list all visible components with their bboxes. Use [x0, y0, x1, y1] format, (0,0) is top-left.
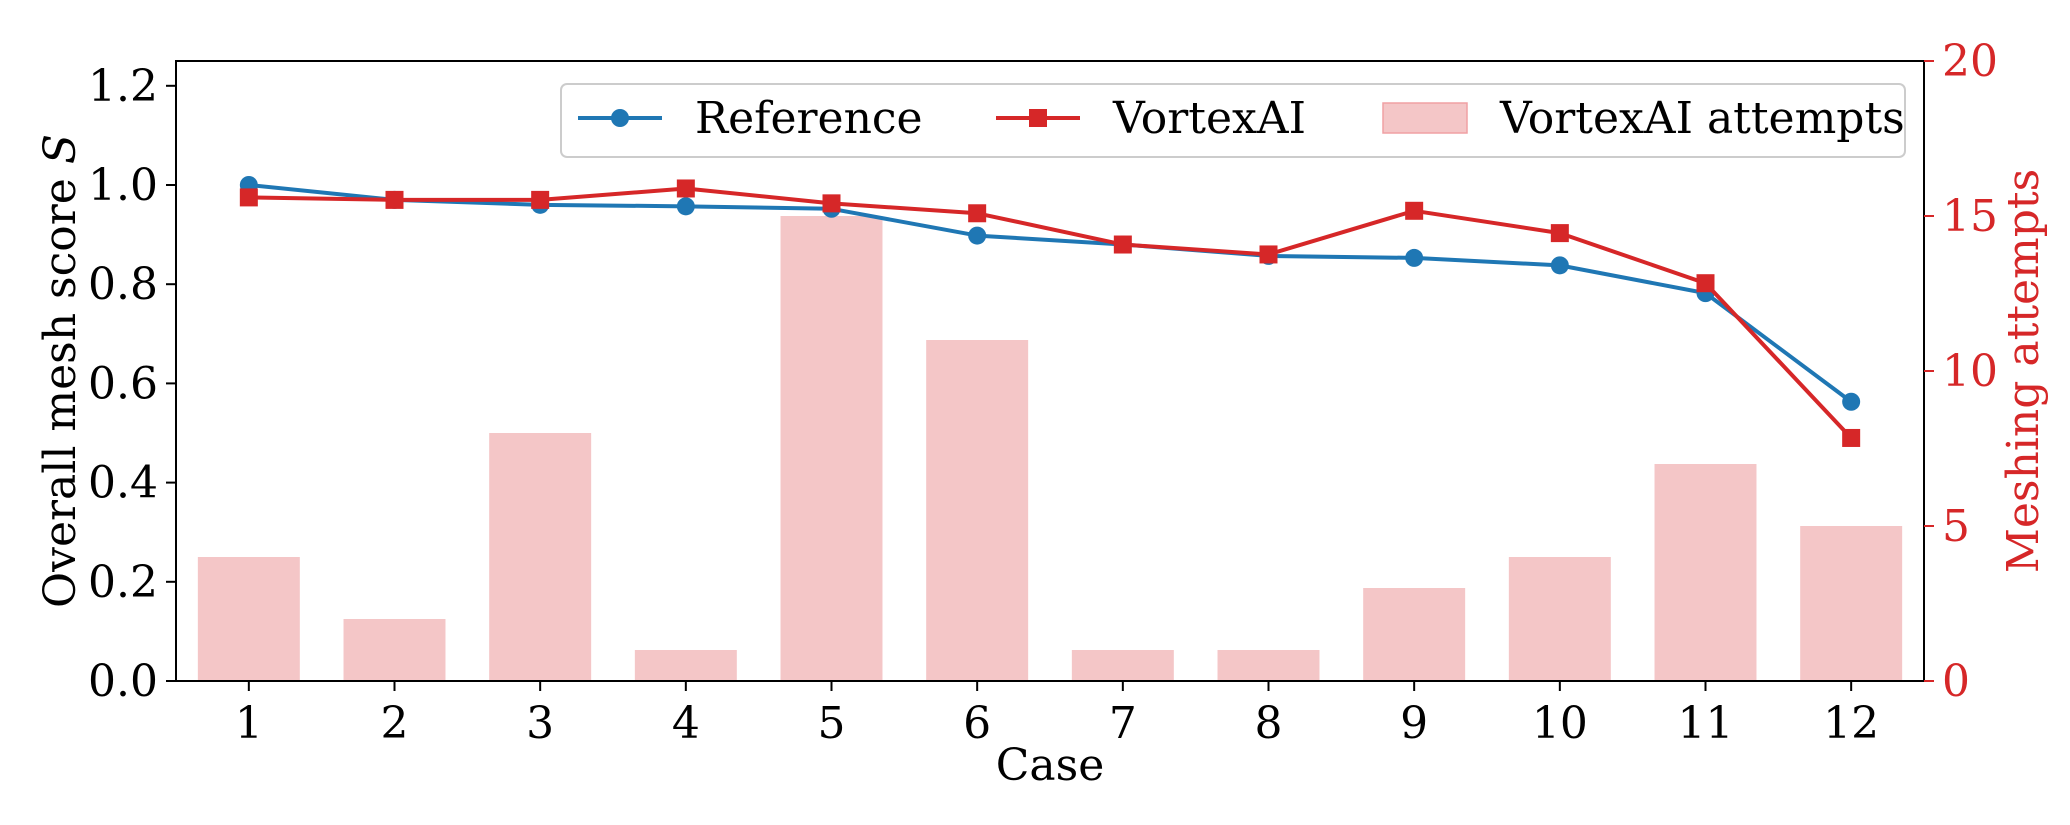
lines-layer	[239, 176, 1861, 447]
attempts-bar-case-7	[1071, 650, 1174, 681]
x-tick-label: 4	[672, 698, 700, 749]
right-tick-label: 10	[1942, 346, 1998, 397]
vortexai-point-case-6	[968, 204, 987, 223]
legend-vortexai-marker	[1029, 109, 1047, 127]
legend-reference-label: Reference	[695, 93, 923, 144]
attempts-bar-case-3	[489, 433, 592, 681]
reference-point-case-12	[1842, 392, 1861, 411]
legend: Reference VortexAI VortexAI attempts	[560, 83, 1906, 158]
right-axis: 0 5 10 15 20	[1924, 36, 1998, 707]
reference-point-case-4	[676, 197, 695, 216]
vortexai-point-case-3	[531, 190, 550, 209]
vortexai-point-case-12	[1842, 428, 1861, 447]
attempts-bar-case-1	[197, 557, 300, 681]
legend-vortexai-label: VortexAI	[1112, 93, 1306, 144]
legend-attempts-label: VortexAI attempts	[1499, 93, 1905, 144]
vortexai-point-case-11	[1696, 274, 1715, 293]
vortexai-line	[248, 186, 1853, 440]
legend-frame	[560, 83, 1906, 158]
x-axis: 1 2 3 4 5 6 7 8 9 10 11 12	[235, 681, 1879, 749]
legend-reference-marker	[611, 109, 629, 127]
vortexai-point-case-2	[385, 190, 404, 209]
reference-point-case-9	[1405, 248, 1424, 267]
attempts-bar-case-9	[1363, 588, 1466, 681]
x-tick-label: 8	[1255, 698, 1283, 749]
left-axis-title-text: Overall mesh score	[35, 178, 86, 608]
left-tick-label: 1.0	[88, 160, 158, 211]
vortexai-point-case-8	[1259, 245, 1278, 264]
left-axis-title: Overall mesh score S	[35, 134, 86, 608]
left-axis: 0.0 0.2 0.4 0.6 0.8 1.0 1.2	[88, 61, 176, 707]
left-axis-title-symbol: S	[35, 134, 86, 164]
attempts-bar-case-5	[780, 216, 883, 681]
attempts-bar-case-10	[1508, 557, 1611, 681]
x-axis-title: Case	[996, 740, 1105, 791]
x-tick-label: 10	[1532, 698, 1588, 749]
reference-point-case-10	[1550, 256, 1569, 275]
right-tick-label: 5	[1942, 501, 1970, 552]
right-tick-label: 0	[1942, 656, 1970, 707]
x-tick-label: 5	[818, 698, 846, 749]
vortexai-point-case-5	[822, 194, 841, 213]
left-tick-label: 0.2	[88, 557, 158, 608]
left-tick-label: 0.6	[88, 358, 158, 409]
reference-line	[248, 183, 1853, 404]
right-tick-label: 20	[1942, 36, 1998, 87]
attempts-bar-case-4	[634, 650, 737, 681]
reference-point-case-6	[968, 226, 987, 245]
left-tick-label: 1.2	[88, 61, 158, 112]
vortexai-point-case-1	[239, 188, 258, 207]
x-tick-label: 12	[1823, 698, 1879, 749]
attempts-bar-case-8	[1217, 650, 1320, 681]
x-tick-label: 1	[235, 698, 263, 749]
vortexai-point-case-7	[1113, 235, 1132, 254]
left-tick-label: 0.4	[88, 458, 158, 509]
vortexai-point-case-9	[1405, 201, 1424, 220]
vortexai-point-case-10	[1550, 224, 1569, 243]
vortexai-point-case-4	[676, 179, 695, 198]
x-tick-label: 11	[1678, 698, 1734, 749]
attempts-bar-case-12	[1800, 526, 1903, 681]
bars-layer	[197, 216, 1903, 681]
x-tick-label: 2	[381, 698, 409, 749]
x-tick-label: 7	[1109, 698, 1137, 749]
x-tick-label: 3	[526, 698, 554, 749]
legend-attempts-swatch	[1382, 102, 1468, 134]
x-tick-label: 9	[1400, 698, 1428, 749]
attempts-bar-case-2	[343, 619, 446, 681]
attempts-bar-case-11	[1654, 464, 1757, 681]
attempts-bar-case-6	[926, 340, 1029, 681]
left-tick-label: 0.8	[88, 259, 158, 310]
right-axis-title: Meshing attempts	[1998, 169, 2049, 573]
x-tick-label: 6	[963, 698, 991, 749]
left-tick-label: 0.0	[88, 656, 158, 707]
right-tick-label: 15	[1942, 191, 1998, 242]
